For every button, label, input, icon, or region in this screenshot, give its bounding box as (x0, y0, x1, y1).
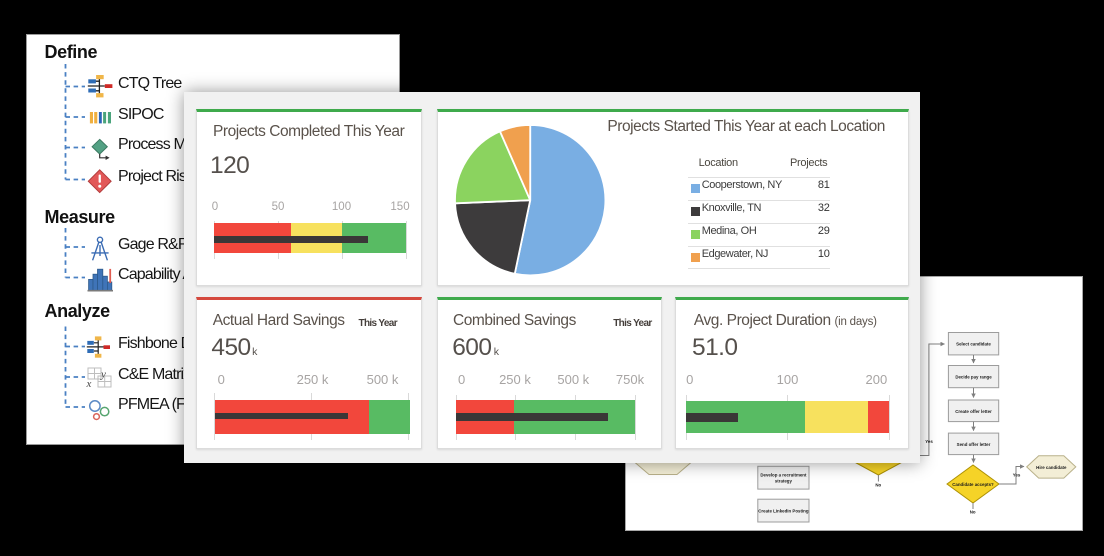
svg-text:No: No (875, 482, 881, 487)
svg-text:y: y (100, 368, 106, 380)
svg-text:Select candidate: Select candidate (956, 342, 991, 347)
svg-text:Decide pay range: Decide pay range (955, 375, 992, 380)
svg-text:Develop a recruitment: Develop a recruitment (760, 473, 807, 478)
svg-text:Yes: Yes (1013, 473, 1021, 478)
svg-text:Send offer letter: Send offer letter (957, 442, 991, 447)
svg-text:No: No (970, 510, 976, 515)
svg-text:strategy: strategy (775, 479, 793, 484)
svg-text:Create LinkedIn Posting: Create LinkedIn Posting (758, 509, 809, 514)
svg-text:x: x (86, 378, 92, 390)
svg-text:Hire candidate: Hire candidate (1036, 465, 1067, 470)
svg-text:Create offer letter: Create offer letter (955, 409, 992, 414)
svg-text:Yes: Yes (925, 439, 933, 444)
svg-text:Candidate accepts?: Candidate accepts? (952, 482, 994, 487)
